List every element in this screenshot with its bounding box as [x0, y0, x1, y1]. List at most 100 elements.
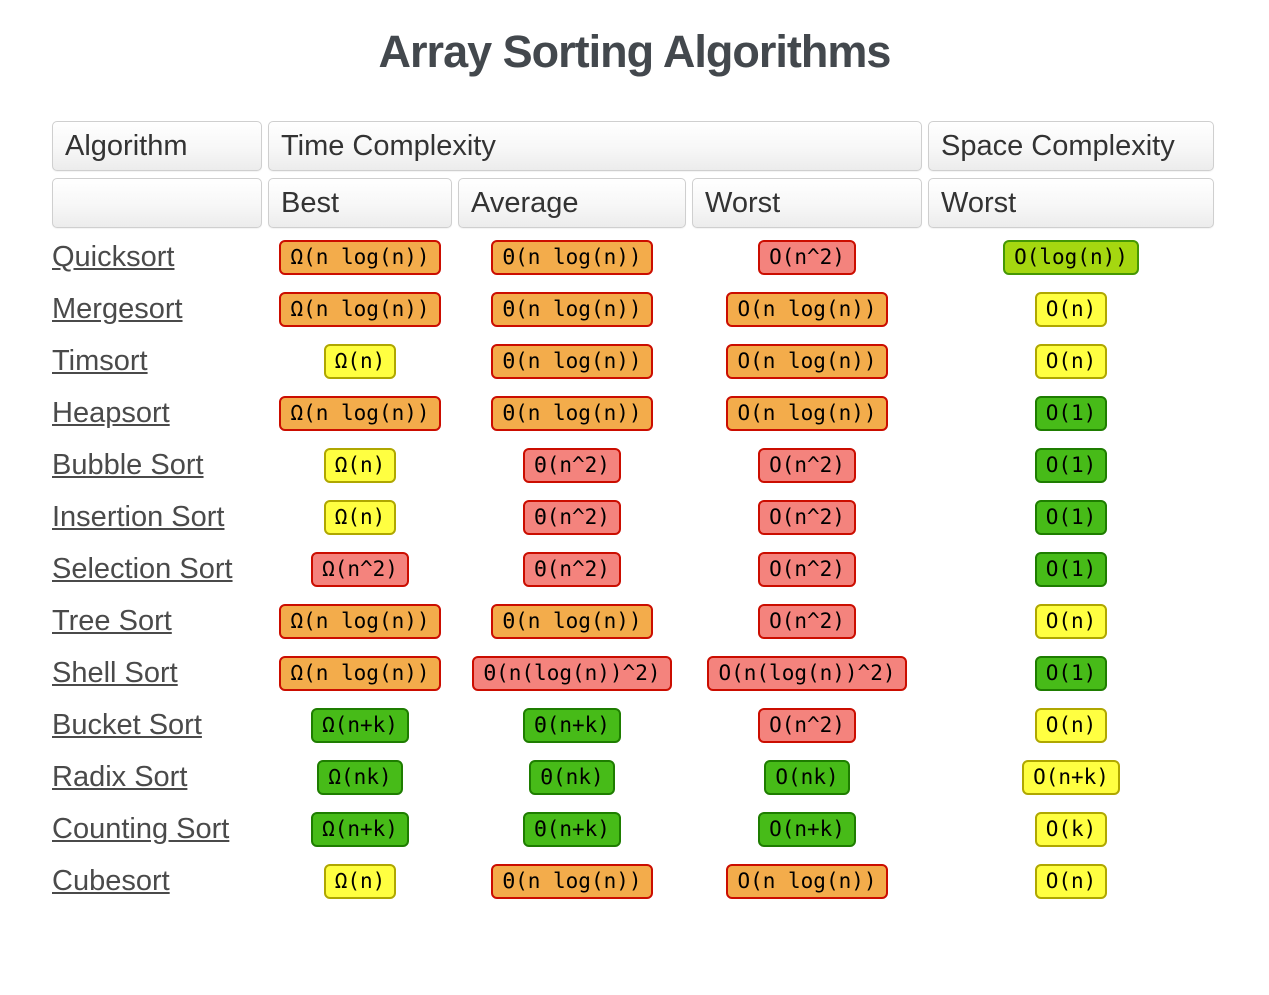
algorithm-link[interactable]: Mergesort [52, 293, 183, 325]
algorithm-link[interactable]: Bubble Sort [52, 449, 204, 481]
complexity-badge-bad: Θ(n log(n)) [491, 395, 653, 432]
complexity-badge-horrible: O(n^2) [758, 239, 856, 276]
worst-cell: O(n^2) [692, 703, 922, 748]
complexity-badge-bad: O(n log(n)) [726, 343, 888, 380]
space-cell: O(1) [928, 495, 1214, 540]
algorithm-cell: Tree Sort [52, 599, 262, 644]
page: { "page": { "title": "Array Sorting Algo… [0, 26, 1269, 995]
complexity-badge-bad: Θ(n log(n)) [491, 343, 653, 380]
complexity-badge-excellent: O(1) [1034, 447, 1108, 484]
best-cell: Ω(nk) [268, 755, 452, 800]
best-cell: Ω(n log(n)) [268, 287, 452, 332]
complexity-badge-fair: Ω(n) [323, 863, 397, 900]
average-cell: Θ(n^2) [458, 443, 686, 488]
complexity-badge-fair: O(n) [1034, 863, 1108, 900]
header-best: Best [268, 178, 452, 228]
header-space-worst: Worst [928, 178, 1214, 228]
complexity-badge-bad: Θ(n log(n)) [491, 291, 653, 328]
algorithm-cell: Mergesort [52, 287, 262, 332]
space-cell: O(n) [928, 703, 1214, 748]
algorithm-link[interactable]: Bucket Sort [52, 709, 202, 741]
complexity-badge-horrible: Θ(n(log(n))^2) [472, 655, 672, 692]
algorithm-cell: Cubesort [52, 859, 262, 904]
complexity-badge-excellent: Ω(n+k) [311, 707, 409, 744]
average-cell: Θ(n log(n)) [458, 599, 686, 644]
average-cell: Θ(n log(n)) [458, 391, 686, 436]
space-cell: O(n+k) [928, 755, 1214, 800]
complexity-badge-bad: Θ(n log(n)) [491, 603, 653, 640]
space-cell: O(1) [928, 443, 1214, 488]
complexity-badge-horrible: O(n^2) [758, 499, 856, 536]
header-time-complexity: Time Complexity [268, 121, 922, 171]
worst-cell: O(n+k) [692, 807, 922, 852]
algorithm-link[interactable]: Shell Sort [52, 657, 178, 689]
worst-cell: O(n^2) [692, 599, 922, 644]
table-row: Bucket Sort Ω(n+k) Θ(n+k) O(n^2) O(n) [52, 703, 1214, 748]
worst-cell: O(n^2) [692, 443, 922, 488]
complexity-badge-excellent: Ω(n+k) [311, 811, 409, 848]
complexity-badge-excellent: O(1) [1034, 655, 1108, 692]
best-cell: Ω(n) [268, 443, 452, 488]
table-row: Selection Sort Ω(n^2) Θ(n^2) O(n^2) O(1) [52, 547, 1214, 592]
complexity-badge-fair: Ω(n) [323, 447, 397, 484]
header-row-cases: Best Average Worst Worst [52, 178, 1214, 228]
complexity-badge-fair: Ω(n) [323, 499, 397, 536]
header-row-groups: Algorithm Time Complexity Space Complexi… [52, 121, 1214, 171]
complexity-badge-horrible: O(n^2) [758, 551, 856, 588]
average-cell: Θ(n log(n)) [458, 235, 686, 280]
average-cell: Θ(n+k) [458, 703, 686, 748]
worst-cell: O(nk) [692, 755, 922, 800]
complexity-badge-horrible: Ω(n^2) [311, 551, 409, 588]
space-cell: O(n) [928, 599, 1214, 644]
algorithm-link[interactable]: Selection Sort [52, 553, 233, 585]
worst-cell: O(n^2) [692, 235, 922, 280]
average-cell: Θ(n(log(n))^2) [458, 651, 686, 696]
table-row: Shell Sort Ω(n log(n)) Θ(n(log(n))^2) O(n(l… [52, 651, 1214, 696]
complexity-badge-bad: Ω(n log(n)) [279, 239, 441, 276]
algorithm-link[interactable]: Cubesort [52, 865, 170, 897]
complexity-badge-bad: O(n log(n)) [726, 291, 888, 328]
array-sorting-table: Algorithm Time Complexity Space Complexi… [46, 114, 1220, 911]
complexity-badge-excellent: Θ(n+k) [523, 707, 621, 744]
average-cell: Θ(n^2) [458, 547, 686, 592]
complexity-badge-excellent: Θ(nk) [529, 759, 615, 796]
best-cell: Ω(n) [268, 495, 452, 540]
algorithm-link[interactable]: Heapsort [52, 397, 170, 429]
algorithm-cell: Bubble Sort [52, 443, 262, 488]
worst-cell: O(n^2) [692, 547, 922, 592]
algorithm-link[interactable]: Insertion Sort [52, 501, 225, 533]
table-row: Timsort Ω(n) Θ(n log(n)) O(n log(n)) O(n) [52, 339, 1214, 384]
complexity-badge-bad: O(n log(n)) [726, 395, 888, 432]
algorithm-link[interactable]: Radix Sort [52, 761, 188, 793]
space-cell: O(1) [928, 547, 1214, 592]
table-row: Counting Sort Ω(n+k) Θ(n+k) O(n+k) O(k) [52, 807, 1214, 852]
header-worst: Worst [692, 178, 922, 228]
header-average: Average [458, 178, 686, 228]
complexity-badge-excellent: O(1) [1034, 499, 1108, 536]
complexity-badge-fair: O(n) [1034, 343, 1108, 380]
average-cell: Θ(n log(n)) [458, 287, 686, 332]
space-cell: O(1) [928, 391, 1214, 436]
worst-cell: O(n^2) [692, 495, 922, 540]
complexity-badge-good: O(log(n)) [1003, 239, 1139, 276]
complexity-badge-horrible: Θ(n^2) [523, 447, 621, 484]
complexity-badge-excellent: O(nk) [764, 759, 850, 796]
average-cell: Θ(n log(n)) [458, 859, 686, 904]
algorithm-link[interactable]: Timsort [52, 345, 148, 377]
complexity-badge-fair: O(k) [1034, 811, 1108, 848]
algorithm-link[interactable]: Tree Sort [52, 605, 172, 637]
algorithm-link[interactable]: Quicksort [52, 241, 175, 273]
best-cell: Ω(n log(n)) [268, 651, 452, 696]
best-cell: Ω(n+k) [268, 807, 452, 852]
header-empty-cell [52, 178, 262, 228]
complexity-badge-fair: O(n) [1034, 291, 1108, 328]
worst-cell: O(n log(n)) [692, 339, 922, 384]
complexity-badge-bad: O(n log(n)) [726, 863, 888, 900]
algorithm-link[interactable]: Counting Sort [52, 813, 230, 845]
algorithm-cell: Quicksort [52, 235, 262, 280]
best-cell: Ω(n) [268, 339, 452, 384]
complexity-badge-excellent: Ω(nk) [317, 759, 403, 796]
complexity-badge-fair: O(n) [1034, 707, 1108, 744]
algorithm-cell: Insertion Sort [52, 495, 262, 540]
complexity-badge-horrible: O(n^2) [758, 447, 856, 484]
